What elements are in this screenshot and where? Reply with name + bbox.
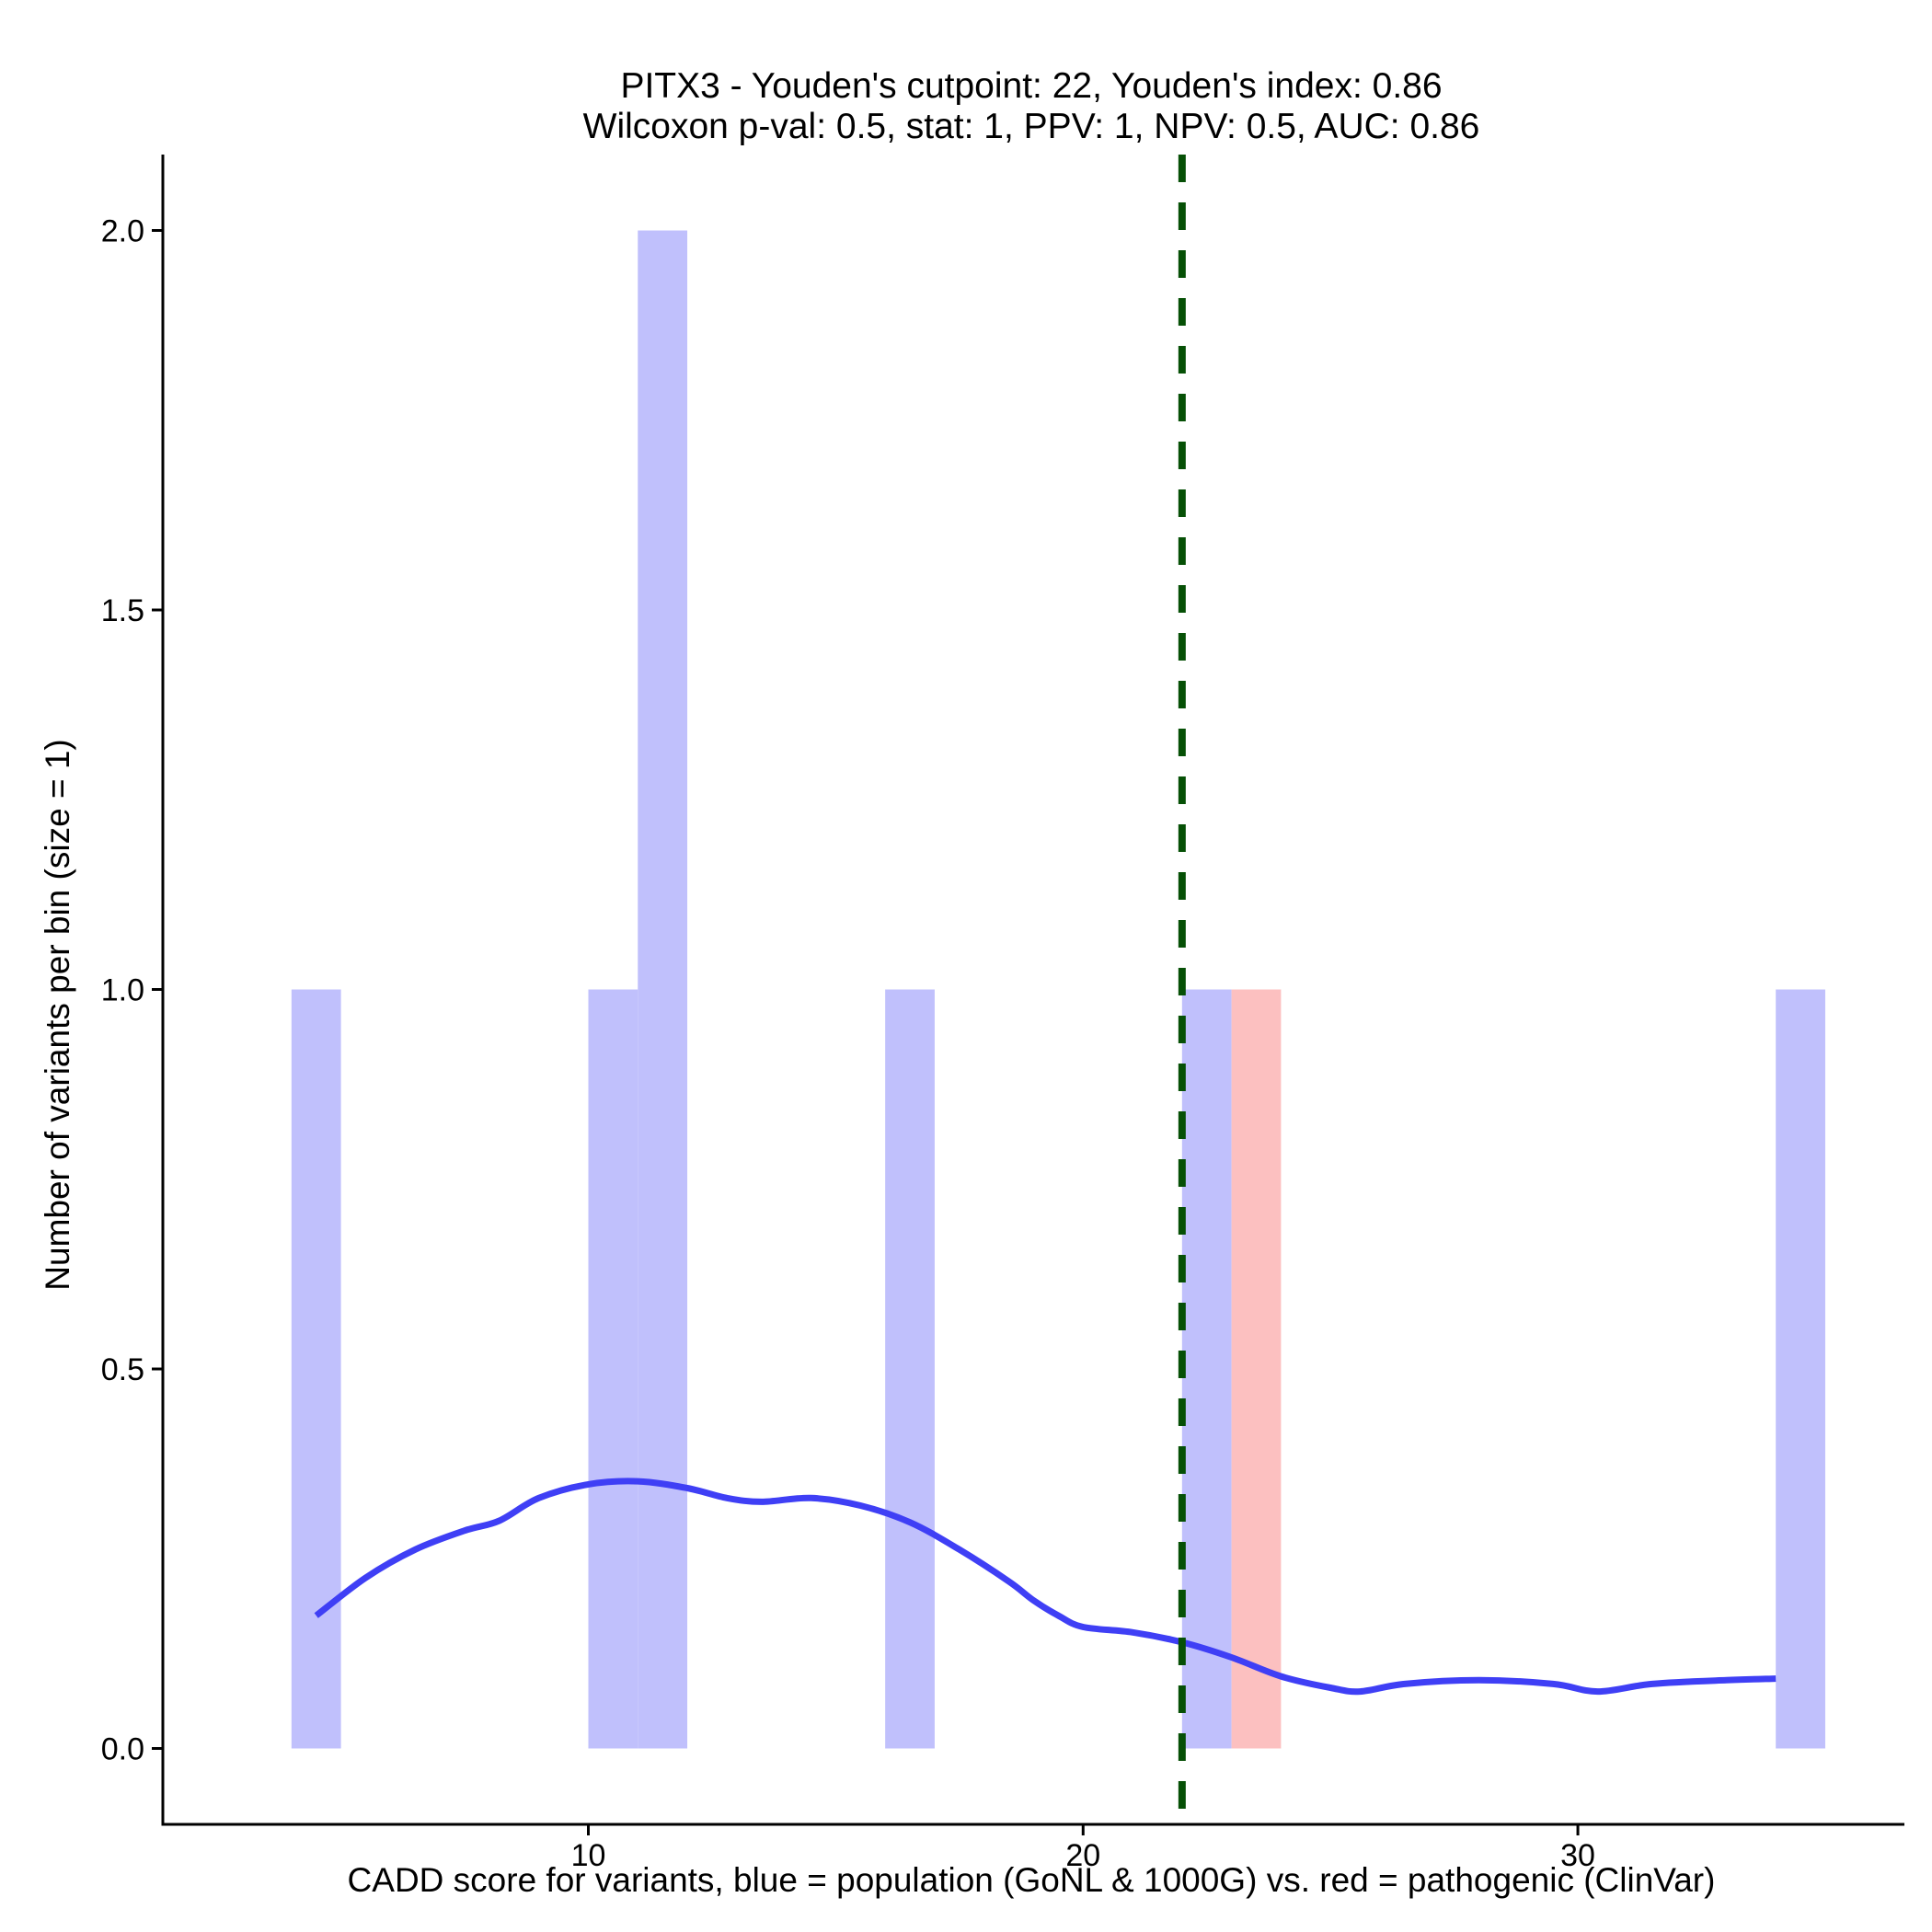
bar-series-0-bin-0: [291, 989, 341, 1749]
x-tick-label: 30: [1560, 1838, 1595, 1873]
y-tick-label: 0.5: [101, 1352, 144, 1387]
bar-series-0-bin-2: [638, 230, 688, 1749]
y-axis-ticks: 0.0 0.5 1.0 1.5 2.0: [101, 214, 163, 1767]
x-tick-label: 20: [1065, 1838, 1100, 1873]
x-tick-label: 10: [571, 1838, 606, 1873]
chart-title: PITX3 - Youden's cutpoint: 22, Youden's …: [620, 66, 1442, 106]
y-axis-label: Number of variants per bin (size = 1): [39, 739, 76, 1290]
chart-subtitle: Wilcoxon p-val: 0.5, stat: 1, PPV: 1, NP…: [583, 107, 1480, 146]
y-tick-label: 1.0: [101, 973, 144, 1008]
bar-series-1-bin-0: [1231, 989, 1282, 1749]
density-curve: [314, 1478, 1777, 1696]
y-tick-label: 1.5: [101, 593, 144, 628]
bar-series-0-bin-1: [588, 989, 638, 1749]
bar-series-0-bin-5: [1776, 989, 1825, 1749]
y-tick-label: 2.0: [101, 214, 144, 249]
y-tick-label: 0.0: [101, 1732, 144, 1767]
x-axis-ticks: 10 20 30: [571, 1824, 1595, 1873]
x-axis-label: CADD score for variants, blue = populati…: [348, 1861, 1716, 1899]
bar-series-0-bin-3: [885, 989, 935, 1749]
histogram-bars: [291, 230, 1825, 1749]
bar-series-0-bin-4: [1181, 989, 1232, 1749]
